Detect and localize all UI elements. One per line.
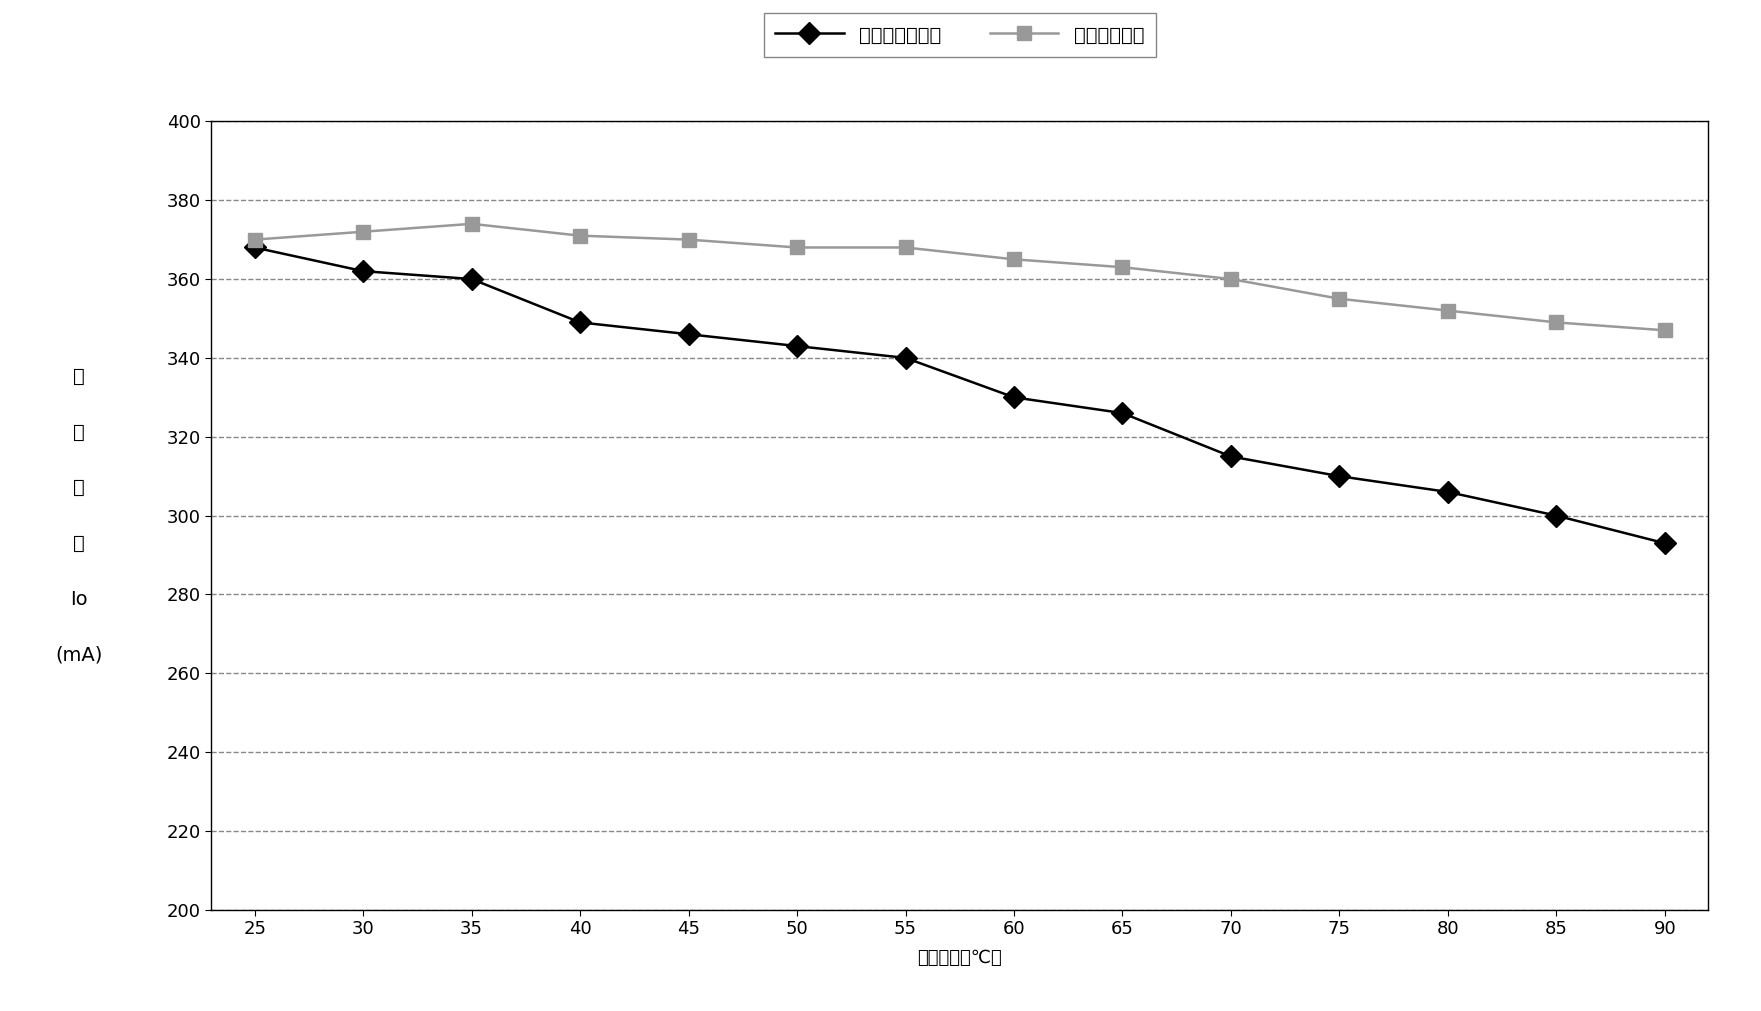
不使用热敏电阳 [1220,450,1242,462]
使用热敏电阳 [678,234,699,246]
不使用热敏电阳 [678,329,699,341]
使用热敏电阳 [1654,325,1675,337]
Line: 使用热敏电阳: 使用热敏电阳 [248,217,1671,338]
Text: 输: 输 [74,367,85,386]
使用热敏电阳 [1546,316,1567,329]
不使用热敏电阳 [1437,486,1458,498]
使用热敏电阳 [1111,261,1132,273]
X-axis label: 环境温度（℃）: 环境温度（℃） [917,949,1002,968]
Text: 出: 出 [74,423,85,442]
Text: 电: 电 [74,478,85,497]
使用热敏电阳 [1437,304,1458,316]
Legend: 不使用热敏电阳, 使用热敏电阳: 不使用热敏电阳, 使用热敏电阳 [764,13,1155,57]
不使用热敏电阳 [352,265,373,277]
不使用热敏电阳 [245,242,266,254]
不使用热敏电阳 [1654,537,1675,549]
不使用热敏电阳 [787,340,808,352]
不使用热敏电阳 [569,316,590,329]
不使用热敏电阳 [1546,510,1567,522]
使用热敏电阳 [352,225,373,238]
使用热敏电阳 [787,242,808,254]
Text: 流: 流 [74,534,85,553]
不使用热敏电阳 [1004,391,1025,403]
Text: Io: Io [70,589,88,609]
不使用热敏电阳 [461,273,483,285]
使用热敏电阳 [895,242,916,254]
使用热敏电阳 [1220,273,1242,285]
使用热敏电阳 [461,217,483,229]
使用热敏电阳 [245,234,266,246]
使用热敏电阳 [569,229,590,242]
不使用热敏电阳 [1111,407,1132,420]
使用热敏电阳 [1330,293,1351,305]
Line: 不使用热敏电阳: 不使用热敏电阳 [247,240,1673,551]
不使用热敏电阳 [895,352,916,364]
不使用热敏电阳 [1330,470,1351,482]
Text: (mA): (mA) [56,645,102,664]
使用热敏电阳 [1004,253,1025,265]
